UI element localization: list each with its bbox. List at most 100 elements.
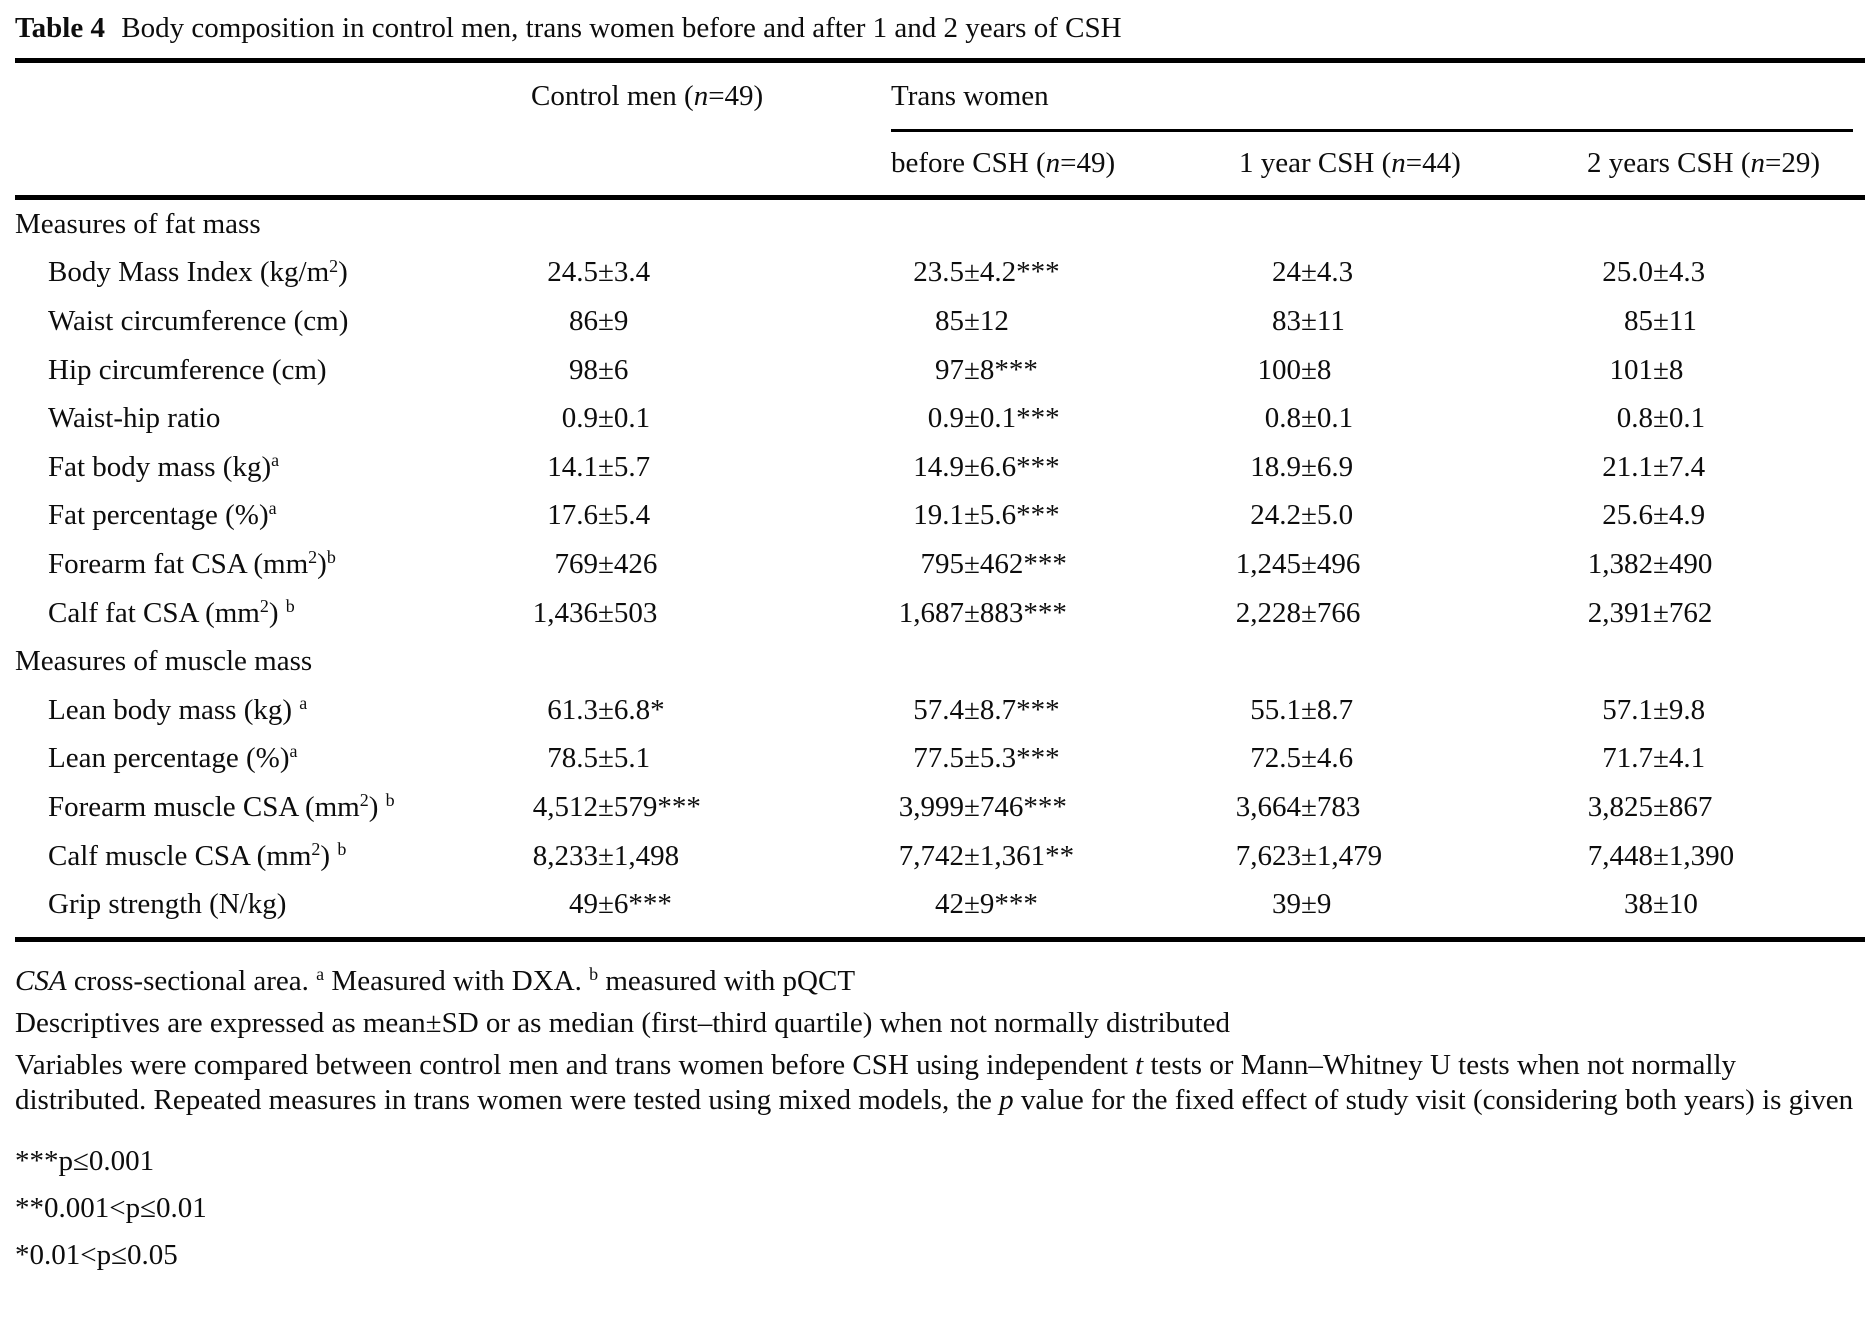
value-after-pm: ±5.6*** bbox=[964, 499, 1060, 532]
table-row: Body Mass Index (kg/m2) 24.5 ±3.4 23.5 ±4.2*… bbox=[15, 249, 1865, 298]
significance-line-1-star: *0.01<p≤0.05 bbox=[15, 1238, 178, 1271]
row-label: Fat body mass (kg)a bbox=[48, 449, 280, 483]
column-group-trans-women: Trans women bbox=[891, 79, 1049, 112]
value-before-pm: 25.6 bbox=[1602, 499, 1653, 532]
table-row: Waist-hip ratio 0.9 ±0.1 0.9 ±0.1*** 0.8 ±0.1 0… bbox=[15, 394, 1865, 443]
value-cell: 23.5 ±4.2*** bbox=[880, 256, 1228, 289]
value-cell: 57.4 ±8.7*** bbox=[880, 694, 1228, 727]
value-before-pm: 3,999 bbox=[898, 790, 964, 823]
table-row: Forearm fat CSA (mm2)b 769 ±426 795 ±462*** 1… bbox=[15, 540, 1865, 589]
value-before-pm: 24.5 bbox=[547, 256, 598, 289]
value-after-pm: ±8 bbox=[1301, 353, 1332, 386]
value-before-pm: 85 bbox=[1624, 304, 1653, 337]
value-after-pm: ±7.4 bbox=[1653, 450, 1706, 483]
section-label: Measures of muscle mass bbox=[15, 645, 313, 678]
value-before-pm: 1,436 bbox=[532, 596, 598, 629]
value-before-pm: 3,825 bbox=[1587, 790, 1653, 823]
value-cell: 24.5 ±3.4 bbox=[520, 256, 880, 289]
value-before-pm: 769 bbox=[554, 547, 599, 580]
value-after-pm: ±11 bbox=[1301, 304, 1345, 337]
value-before-pm: 7,742 bbox=[898, 839, 964, 872]
bottom-rule bbox=[15, 936, 1865, 942]
value-before-pm: 1,245 bbox=[1235, 547, 1301, 580]
value-after-pm: ±8.7*** bbox=[964, 693, 1060, 726]
value-before-pm: 86 bbox=[569, 304, 598, 337]
value-before-pm: 77.5 bbox=[913, 742, 964, 775]
significance-line-2-stars: **0.001<p≤0.01 bbox=[15, 1191, 207, 1224]
value-before-pm: 0.9 bbox=[561, 402, 598, 435]
value-before-pm: 23.5 bbox=[913, 256, 964, 289]
value-cell: 55.1 ±8.7 bbox=[1228, 694, 1576, 727]
value-before-pm: 97 bbox=[935, 353, 964, 386]
header-body-rule bbox=[15, 195, 1865, 200]
value-after-pm: ±503 bbox=[598, 596, 658, 629]
value-before-pm: 21.1 bbox=[1602, 450, 1653, 483]
value-before-pm: 25.0 bbox=[1602, 256, 1653, 289]
table-row: Lean body mass (kg) a 61.3 ±6.8* 57.4 ±8.7**… bbox=[15, 686, 1865, 735]
value-after-pm: ±462*** bbox=[964, 547, 1067, 580]
value-before-pm: 2,228 bbox=[1235, 596, 1301, 629]
value-before-pm: 17.6 bbox=[547, 499, 598, 532]
value-cell: 42 ±9*** bbox=[880, 888, 1228, 921]
header-underline-row bbox=[15, 129, 1865, 132]
value-cell: 7,448 ±1,390 bbox=[1576, 840, 1865, 873]
value-cell: 71.7 ±4.1 bbox=[1576, 742, 1865, 775]
value-cell: 0.9 ±0.1 bbox=[520, 402, 880, 435]
row-label: Hip circumference (cm) bbox=[48, 353, 327, 386]
table-row: Fat percentage (%)a 17.6 ±5.4 19.1 ±5.6*** 24… bbox=[15, 492, 1865, 541]
column-header-control-men: Control men (n=49) bbox=[531, 79, 764, 112]
column-header-before-csh: before CSH (n=49) bbox=[891, 147, 1116, 179]
value-cell: 85 ±11 bbox=[1576, 305, 1865, 338]
value-before-pm: 3,664 bbox=[1235, 790, 1301, 823]
footnote-abbreviations: CSA cross-sectional area. a Measured wit… bbox=[15, 964, 856, 997]
value-cell: 97 ±8*** bbox=[880, 354, 1228, 387]
value-before-pm: 57.1 bbox=[1602, 693, 1653, 726]
value-cell: 78.5 ±5.1 bbox=[520, 742, 880, 775]
value-after-pm: ±762 bbox=[1653, 596, 1713, 629]
value-before-pm: 61.3 bbox=[547, 693, 598, 726]
row-label: Calf fat CSA (mm2) b bbox=[48, 595, 295, 629]
value-before-pm: 7,623 bbox=[1235, 839, 1301, 872]
value-cell: 0.8 ±0.1 bbox=[1576, 402, 1865, 435]
value-after-pm: ±1,479 bbox=[1301, 839, 1383, 872]
significance-line-3-stars: ***p≤0.001 bbox=[15, 1144, 155, 1177]
value-before-pm: 72.5 bbox=[1250, 742, 1301, 775]
value-cell: 1,687 ±883*** bbox=[880, 597, 1228, 630]
value-cell: 25.0 ±4.3 bbox=[1576, 256, 1865, 289]
value-before-pm: 14.9 bbox=[913, 450, 964, 483]
value-before-pm: 57.4 bbox=[913, 693, 964, 726]
value-cell: 39 ±9 bbox=[1228, 888, 1576, 921]
table-row: Hip circumference (cm) 98 ±6 97 ±8*** 100 ±8 10… bbox=[15, 346, 1865, 395]
value-cell: 14.9 ±6.6*** bbox=[880, 451, 1228, 484]
table-row: Forearm muscle CSA (mm2) b 4,512 ±579*** 3,… bbox=[15, 783, 1865, 832]
value-after-pm: ±6*** bbox=[598, 888, 672, 921]
value-after-pm: ±9*** bbox=[964, 888, 1038, 921]
value-cell: 57.1 ±9.8 bbox=[1576, 694, 1865, 727]
table-caption: Table 4 Body composition in control men,… bbox=[15, 12, 1122, 44]
table-row: Grip strength (N/kg) 49 ±6*** 42 ±9*** 39 ±9 38… bbox=[15, 880, 1865, 929]
value-after-pm: ±1,390 bbox=[1653, 839, 1735, 872]
value-after-pm: ±3.4 bbox=[598, 256, 651, 289]
section-row: Measures of muscle mass bbox=[15, 637, 1865, 686]
value-after-pm: ±783 bbox=[1301, 790, 1361, 823]
value-after-pm: ±5.3*** bbox=[964, 742, 1060, 775]
value-after-pm: ±883*** bbox=[964, 596, 1067, 629]
value-cell: 2,228 ±766 bbox=[1228, 597, 1576, 630]
value-after-pm: ±5.0 bbox=[1301, 499, 1354, 532]
value-cell: 72.5 ±4.6 bbox=[1228, 742, 1576, 775]
value-before-pm: 4,512 bbox=[532, 790, 598, 823]
table-body: Measures of fat mass Body Mass Index (kg/… bbox=[15, 200, 1865, 929]
value-cell: 61.3 ±6.8* bbox=[520, 694, 880, 727]
value-cell: 24 ±4.3 bbox=[1228, 256, 1576, 289]
section-row: Measures of fat mass bbox=[15, 200, 1865, 249]
value-cell: 0.8 ±0.1 bbox=[1228, 402, 1576, 435]
value-cell: 17.6 ±5.4 bbox=[520, 499, 880, 532]
value-cell: 7,742 ±1,361** bbox=[880, 840, 1228, 873]
value-after-pm: ±490 bbox=[1653, 547, 1713, 580]
value-after-pm: ±11 bbox=[1653, 304, 1697, 337]
value-after-pm: ±5.1 bbox=[598, 742, 651, 775]
value-cell: 8,233 ±1,498 bbox=[520, 840, 880, 873]
header-row-subcolumns: before CSH (n=49) 1 year CSH (n=44) 2 ye… bbox=[15, 132, 1865, 195]
row-label: Forearm muscle CSA (mm2) b bbox=[48, 790, 395, 823]
